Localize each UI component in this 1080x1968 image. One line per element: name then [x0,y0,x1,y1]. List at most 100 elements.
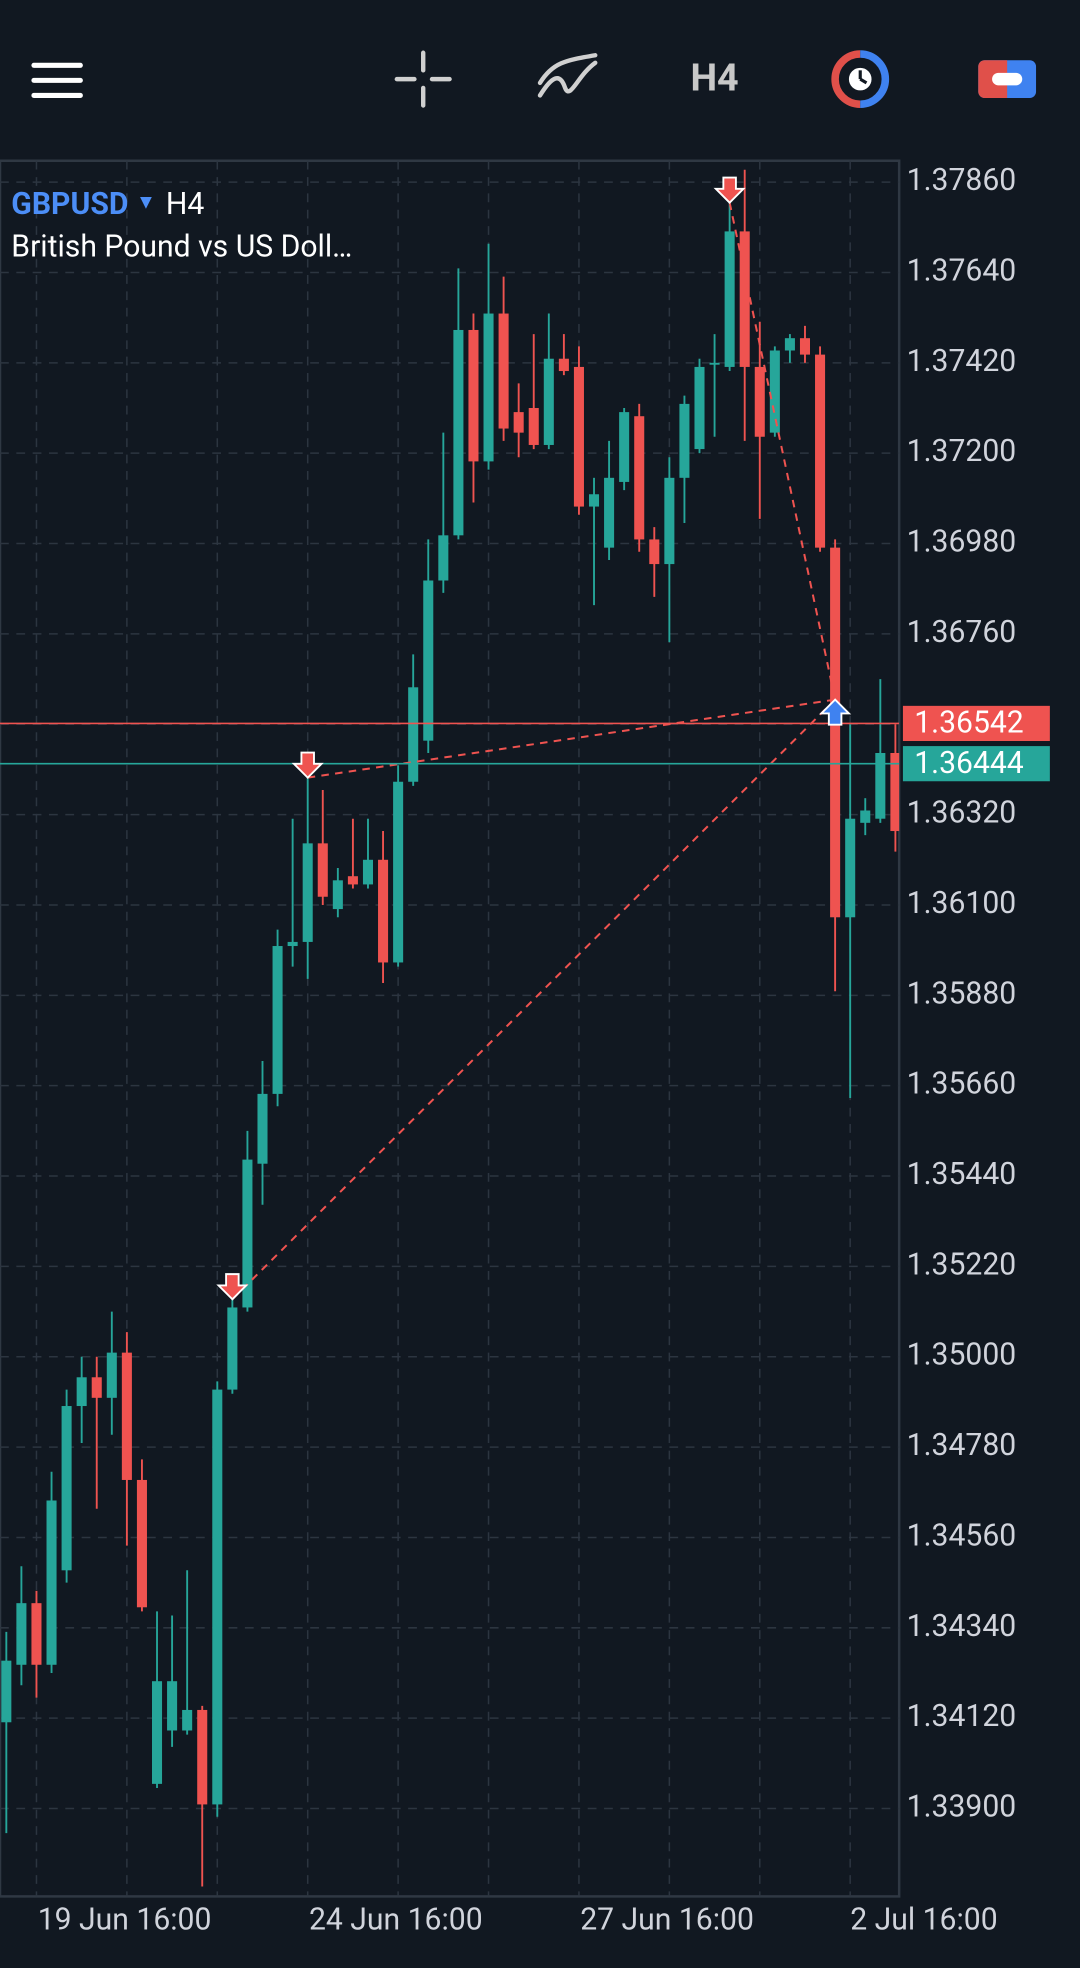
candle-body [212,1389,223,1805]
trade-button[interactable] [831,50,890,109]
plot-frame [0,159,901,1898]
candle-body [453,329,464,536]
y-tick-label: 1.34120 [907,1699,1017,1734]
candle-body [347,876,358,885]
candle-body [393,781,404,963]
trade-marker [713,176,746,204]
grid [0,160,900,1897]
dropdown-caret[interactable]: ▼ [136,190,156,214]
x-tick-label: 24 Jun 16:00 [309,1902,483,1937]
chart-timeframe: H4 [166,187,204,222]
y-tick-label: 1.36760 [907,615,1017,650]
candle-body [830,547,841,918]
candle-body [709,362,720,365]
candle-body [573,366,584,507]
y-tick-label: 1.36320 [907,796,1017,831]
candle-body [242,1159,253,1308]
plot-area [0,169,900,1887]
candle-body [739,231,750,367]
y-tick-label: 1.34560 [907,1518,1017,1553]
x-tick-label: 27 Jun 16:00 [580,1902,754,1937]
timeframe-button[interactable]: H4 [690,56,738,100]
symbol: GBPUSD [11,187,128,222]
x-tick-label: 2 Jul 16:00 [850,1902,997,1937]
candle-body [558,358,569,372]
candle-body [362,859,374,885]
candle-body [46,1500,57,1665]
candle-body [498,313,509,429]
candle-body [16,1603,27,1665]
y-tick-label: 1.37200 [907,434,1017,469]
candle-body [91,1377,102,1398]
candle-body [890,752,900,832]
candle-body [769,350,780,433]
one-click-toggle[interactable] [978,60,1037,98]
symbol-label: GBPUSD ▼ H4 [11,187,204,222]
candle-body [167,1681,178,1731]
y-tick-label: 1.34780 [907,1428,1017,1463]
trade-marker [216,1273,249,1301]
y-tick-label: 1.37640 [907,253,1017,288]
candle-body [257,1093,268,1164]
trade-line [728,202,837,700]
y-tick-label: 1.35660 [907,1067,1017,1102]
candle-body [121,1352,132,1480]
price-label-bg [902,705,1050,742]
y-tick-label: 1.36980 [907,525,1017,560]
candle-body [106,1352,117,1398]
y-tick-label: 1.35000 [907,1338,1017,1373]
candle-body [317,843,328,897]
y-tick-label: 1.37860 [907,163,1017,198]
candle-body [528,408,539,445]
candle-body [724,231,735,367]
candle-body [784,338,795,351]
trade-marker [291,751,324,779]
candle-body [332,880,343,910]
candle-body [543,358,554,445]
candle-body [468,329,479,462]
y-tick-label: 1.35880 [907,976,1017,1011]
candle-body [76,1377,87,1407]
candle-body [799,338,811,355]
candle-body [815,354,826,548]
candle-body [588,494,600,507]
x-tick-label: 19 Jun 16:00 [38,1902,212,1937]
candle-body [408,687,419,782]
trade-line [307,698,836,779]
candle-body [61,1406,72,1571]
candle-body [483,313,494,462]
y-tick-label: 1.33900 [907,1789,1017,1824]
candle-body [679,403,690,478]
candle-body [860,810,871,823]
y-tick-label: 1.34340 [907,1609,1017,1644]
candle-body [378,859,389,963]
candle-body [302,843,313,942]
trade-marker [819,698,852,726]
price-label: 1.36542 [914,706,1024,741]
candle-body [197,1709,208,1805]
price-label: 1.36444 [914,746,1024,781]
y-tick-label: 1.36100 [907,886,1017,921]
candle-body [182,1709,193,1731]
candle-body [151,1681,163,1784]
axes: 1.37860 1.37640 1.37420 1.37200 1.36980 1.367… [38,163,1050,1938]
candle-body [649,539,660,565]
y-tick-label: 1.37420 [907,344,1017,379]
price-label-bg [902,746,1050,782]
candle-body [227,1307,238,1390]
candle-body [136,1479,147,1608]
candle-body [619,412,630,482]
candle-body [694,366,705,450]
candle-body [845,818,856,918]
indicators-button[interactable] [537,53,598,98]
y-tick-label: 1.35220 [907,1247,1017,1282]
candle-body [604,477,615,548]
candle-body [513,412,524,433]
candle-body [272,946,283,1094]
menu-button[interactable] [31,62,83,98]
candle-body [754,366,765,437]
crosshair-button[interactable] [394,50,452,108]
candle-body [31,1603,42,1665]
